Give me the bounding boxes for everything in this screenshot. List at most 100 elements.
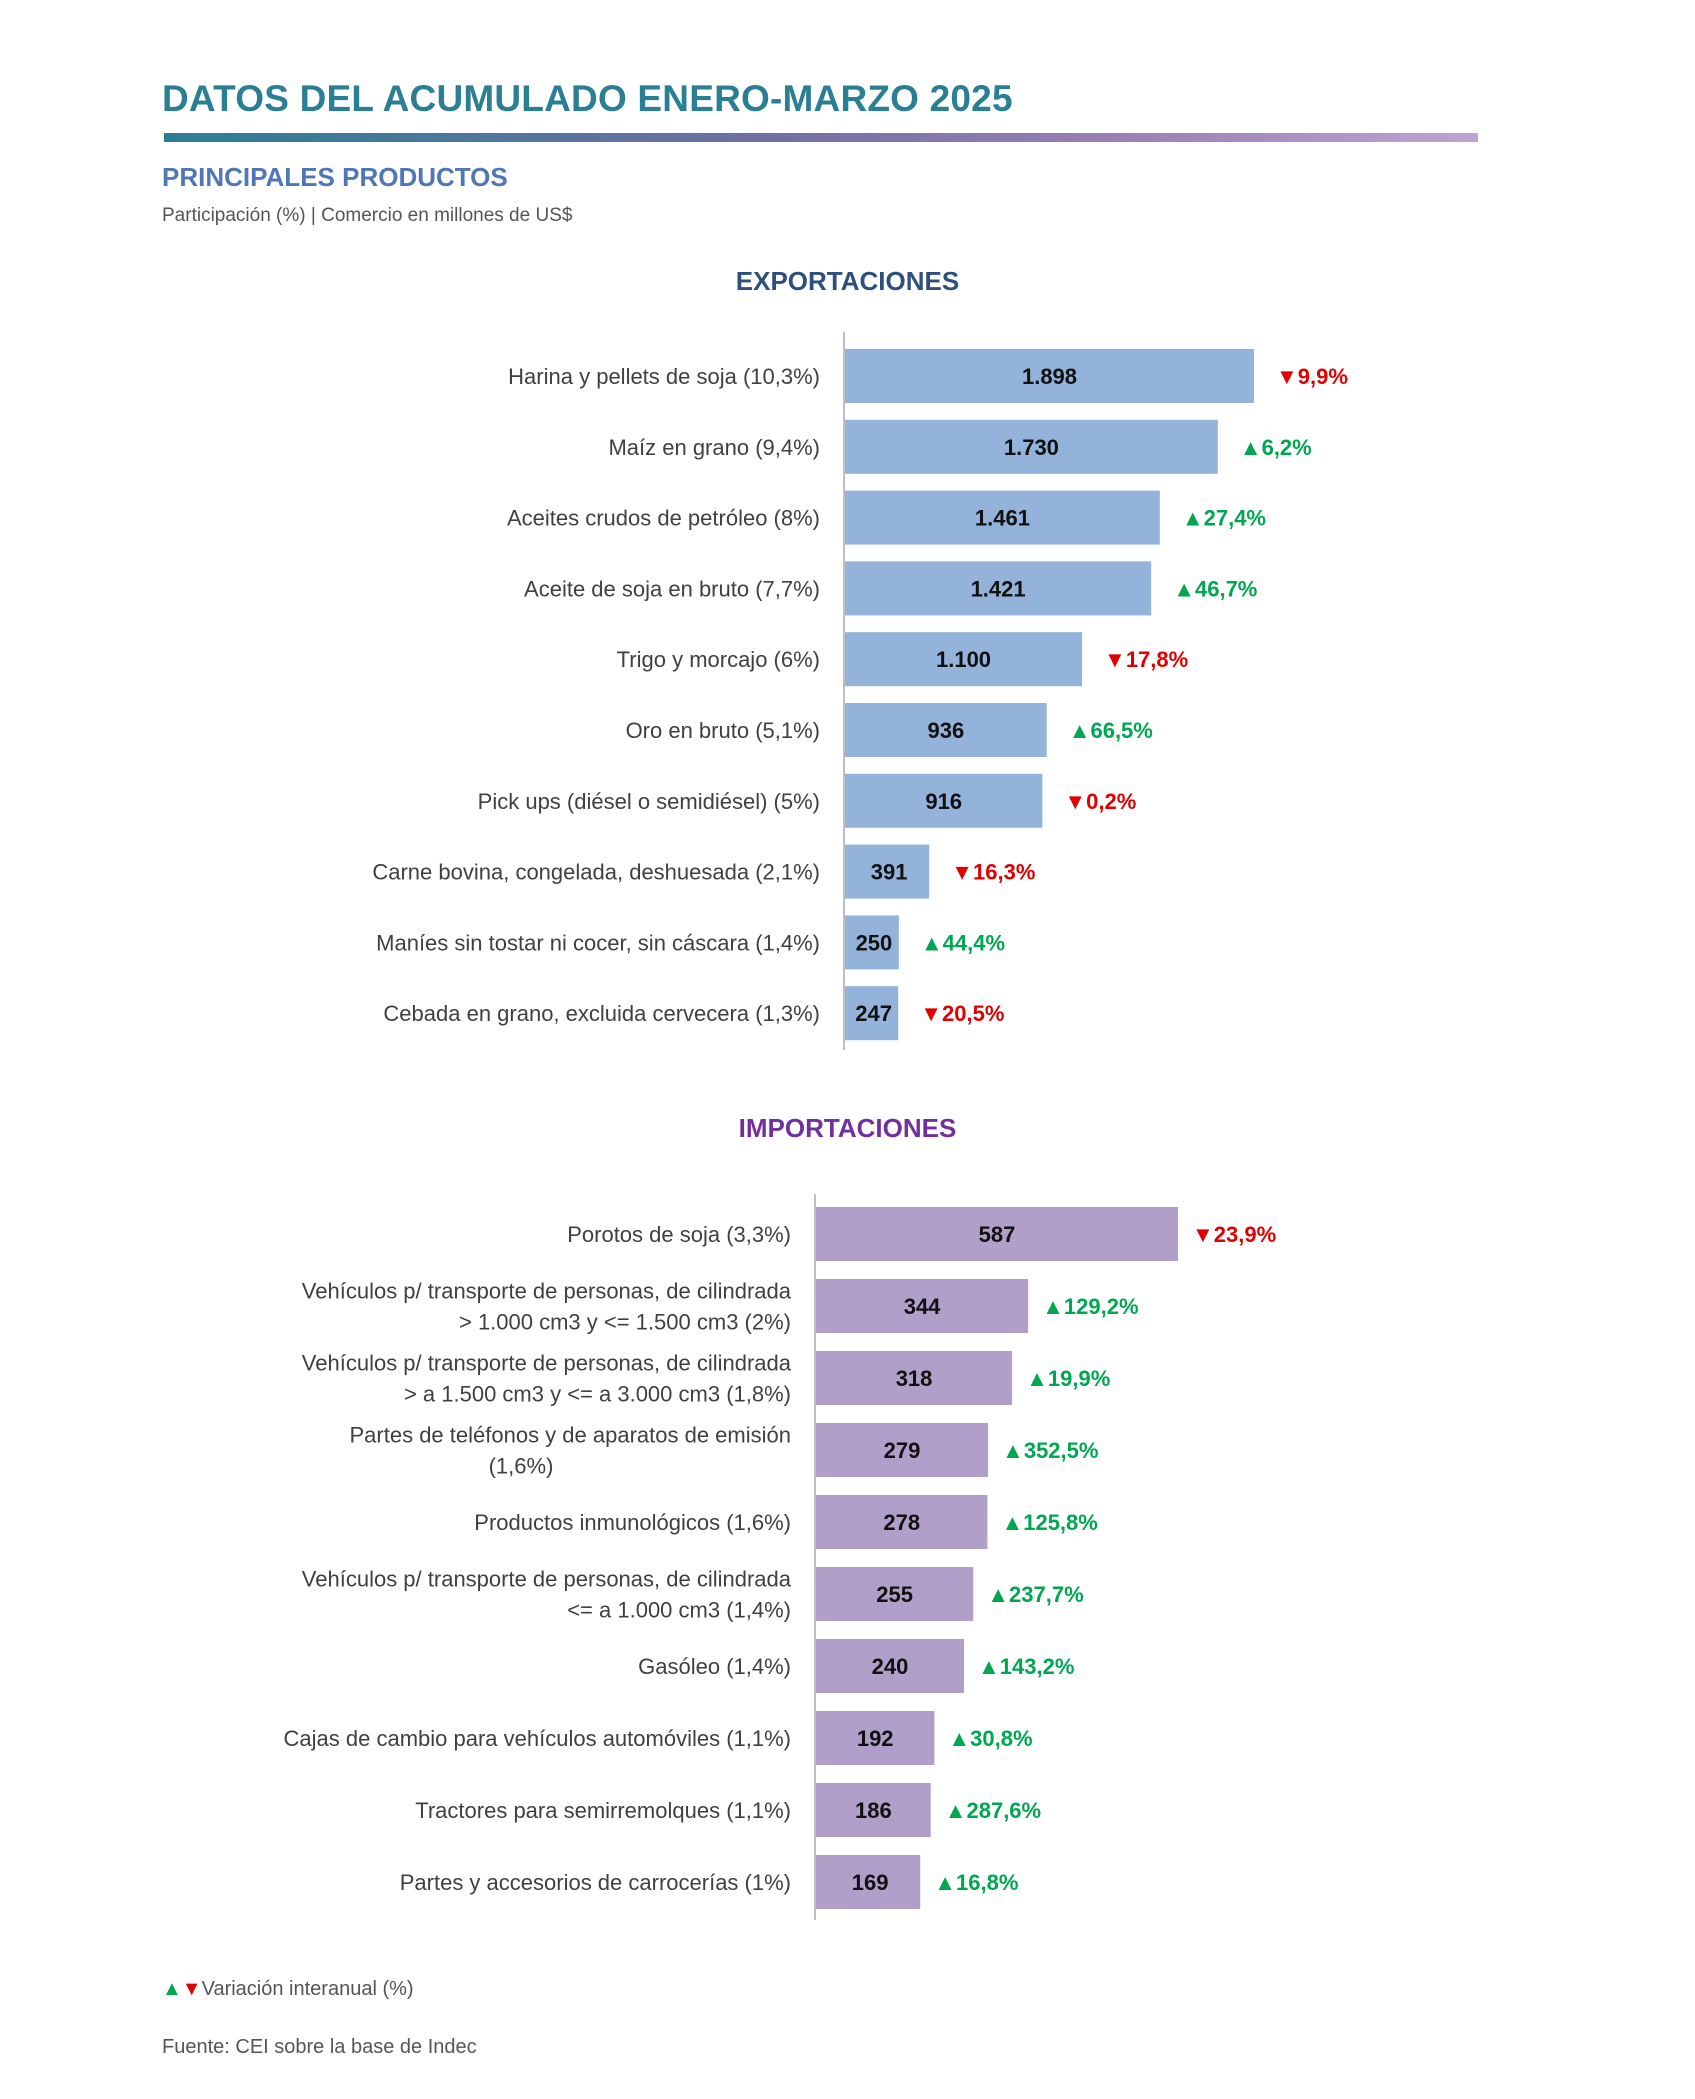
category-label: Partes de teléfonos y de aparatos de emi… (350, 1423, 792, 1448)
bar (816, 1855, 921, 1909)
variation-value: 17,8% (1126, 647, 1188, 672)
up-triangle-icon: ▲ (1173, 576, 1195, 601)
bar (845, 561, 1152, 616)
bar-value-label: 240 (872, 1654, 909, 1679)
variation-up-label: ▲6,2% (1240, 435, 1312, 460)
category-label: Porotos de soja (3,3%) (567, 1222, 791, 1247)
bar-value-label: 344 (904, 1294, 941, 1319)
variation-up-label: ▲143,2% (978, 1654, 1074, 1679)
variation-up-label: ▲19,9% (1026, 1366, 1110, 1391)
variation-up-label: ▲129,2% (1042, 1294, 1138, 1319)
source-note: Fuente: CEI sobre la base de Indec (162, 2036, 477, 2058)
variation-down-label: ▼23,9% (1192, 1222, 1276, 1247)
variation-up-label: ▲30,8% (948, 1726, 1032, 1751)
category-label: Maíz en grano (9,4%) (608, 435, 820, 460)
variation-value: 352,5% (1024, 1438, 1099, 1463)
variation-value: 20,5% (942, 1001, 1004, 1026)
bar (845, 632, 1083, 687)
bar-value-label: 186 (855, 1798, 892, 1823)
bar (845, 915, 899, 970)
variation-up-label: ▲16,8% (934, 1870, 1018, 1895)
variation-down-label: ▼17,8% (1104, 647, 1188, 672)
imports-chart: 587 Porotos de soja (3,3%) ▼23,9% 344 Vehícu… (284, 1194, 1276, 1920)
bar (845, 419, 1218, 474)
variation-value: 19,9% (1048, 1366, 1110, 1391)
variation-value: 27,4% (1204, 506, 1266, 531)
up-triangle-icon: ▲ (934, 1870, 956, 1895)
bar-value-label: 250 (856, 930, 893, 955)
category-label: > a 1.500 cm3 y <= a 3.000 cm3 (1,8%) (404, 1382, 791, 1407)
variation-value: 143,2% (1000, 1654, 1075, 1679)
up-triangle-icon: ▲ (1026, 1366, 1048, 1391)
bar-value-label: 279 (884, 1438, 921, 1463)
variation-value: 16,8% (956, 1870, 1018, 1895)
variation-up-label: ▲287,6% (945, 1798, 1041, 1823)
up-triangle-icon: ▲ (987, 1582, 1009, 1607)
up-triangle-icon: ▲ (945, 1798, 967, 1823)
category-label: Pick ups (diésel o semidiésel) (5%) (478, 789, 820, 814)
category-label: Partes y accesorios de carrocerías (1%) (400, 1870, 791, 1895)
variation-up-label: ▲352,5% (1002, 1438, 1098, 1463)
bar (845, 349, 1254, 403)
section-subtitle: PRINCIPALES PRODUCTOS (162, 162, 508, 192)
variation-value: 44,4% (943, 930, 1005, 955)
bar-value-label: 936 (927, 718, 964, 743)
bar-value-label: 1.730 (1004, 435, 1059, 460)
variation-up-label: ▲237,7% (987, 1582, 1083, 1607)
bar-value-label: 1.100 (936, 647, 991, 672)
bar-value-label: 169 (852, 1870, 889, 1895)
bar (816, 1711, 935, 1765)
category-label: Vehículos p/ transporte de personas, de … (302, 1567, 792, 1592)
variation-value: 129,2% (1064, 1294, 1139, 1319)
up-triangle-icon: ▲ (921, 930, 943, 955)
bar (845, 703, 1047, 757)
legend-up-triangle-icon: ▲ (162, 1978, 182, 2000)
category-label: Cajas de cambio para vehículos automóvil… (284, 1726, 791, 1751)
up-triangle-icon: ▲ (978, 1654, 1000, 1679)
down-triangle-icon: ▼ (1064, 789, 1086, 814)
variation-down-label: ▼9,9% (1276, 364, 1348, 389)
variation-value: 30,8% (970, 1726, 1032, 1751)
category-label: Tractores para semirremolques (1,1%) (415, 1798, 791, 1823)
category-label: <= a 1.000 cm3 (1,4%) (567, 1598, 791, 1623)
category-label: Aceite de soja en bruto (7,7%) (524, 576, 820, 601)
variation-value: 237,7% (1009, 1582, 1084, 1607)
variation-up-label: ▲44,4% (921, 930, 1005, 955)
down-triangle-icon: ▼ (920, 1001, 942, 1026)
exports-chart-title: EXPORTACIONES (735, 266, 960, 296)
bar (845, 490, 1160, 545)
bar-value-label: 1.421 (971, 576, 1026, 601)
variation-value: 9,9% (1298, 364, 1348, 389)
category-label: Vehículos p/ transporte de personas, de … (302, 1279, 792, 1304)
bar (816, 1423, 989, 1477)
bar (816, 1567, 974, 1621)
category-label: Trigo y morcajo (6%) (617, 647, 820, 672)
category-label: > 1.000 cm3 y <= 1.500 cm3 (2%) (459, 1310, 791, 1335)
variation-value: 125,8% (1023, 1510, 1098, 1535)
bar (816, 1783, 931, 1837)
category-label: Vehículos p/ transporte de personas, de … (302, 1351, 792, 1376)
category-label: Maníes sin tostar ni cocer, sin cáscara … (376, 930, 820, 955)
variation-up-label: ▲27,4% (1182, 506, 1266, 531)
up-triangle-icon: ▲ (1042, 1294, 1064, 1319)
title-underline (164, 133, 1478, 142)
legend-down-triangle-icon: ▼ (181, 1978, 202, 2000)
bar-value-label: 587 (979, 1222, 1016, 1247)
bar-value-label: 916 (925, 789, 962, 814)
bar-value-label: 1.898 (1022, 364, 1077, 389)
down-triangle-icon: ▼ (951, 860, 973, 885)
bar (816, 1495, 988, 1549)
imports-chart-title: IMPORTACIONES (738, 1113, 957, 1143)
bar (845, 773, 1043, 828)
variation-value: 46,7% (1195, 576, 1257, 601)
variation-value: 23,9% (1214, 1222, 1276, 1247)
down-triangle-icon: ▼ (1104, 647, 1126, 672)
up-triangle-icon: ▲ (1001, 1510, 1023, 1535)
category-label: Carne bovina, congelada, deshuesada (2,1… (372, 860, 820, 885)
bar-value-label: 278 (883, 1510, 920, 1535)
bar-value-label: 318 (896, 1366, 933, 1391)
units-note: Participación (%) | Comercio en millones… (162, 205, 573, 226)
variation-value: 16,3% (973, 860, 1035, 885)
bar (816, 1639, 965, 1693)
